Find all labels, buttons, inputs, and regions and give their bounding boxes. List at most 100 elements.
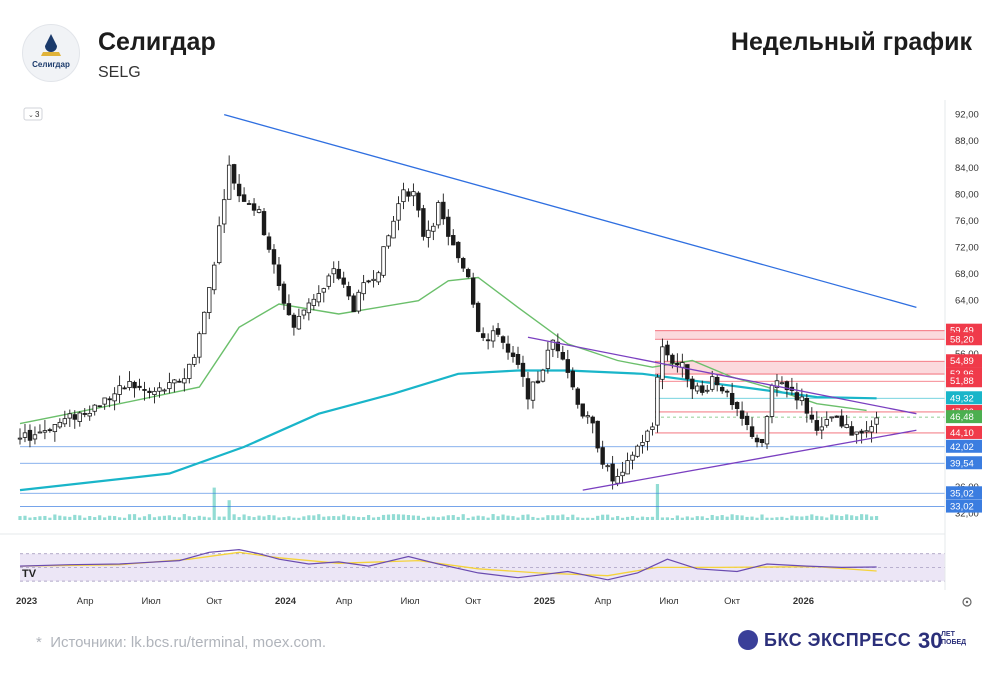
- volume-bar: [426, 516, 430, 520]
- candle-down: [784, 381, 790, 391]
- volume-bar: [317, 514, 321, 520]
- volume-bar: [152, 517, 157, 520]
- volume-bar: [421, 517, 425, 520]
- volume-bar: [312, 515, 316, 520]
- candle-down: [291, 314, 297, 328]
- candle-up: [799, 396, 805, 402]
- candle-down: [715, 376, 720, 386]
- volume-bar: [471, 516, 475, 520]
- volume-bar: [98, 515, 102, 520]
- volume-bar: [830, 514, 834, 520]
- candle-down: [690, 378, 695, 390]
- volume-bar: [611, 517, 615, 520]
- volume-bar: [541, 517, 545, 520]
- candle-down: [416, 192, 421, 211]
- company-name: Селигдар: [98, 28, 216, 56]
- volume-bar: [137, 517, 142, 520]
- candle-down: [834, 415, 839, 418]
- ma-cyan-line: [19, 369, 877, 492]
- volume-bar: [680, 517, 684, 520]
- candle-up: [192, 357, 197, 365]
- volume-bar: [725, 516, 729, 520]
- volume-bar: [237, 517, 241, 520]
- candle-up: [411, 191, 416, 197]
- volume-bar: [287, 516, 291, 520]
- price-level-badge: [946, 425, 982, 439]
- candle-down: [675, 362, 680, 366]
- brand-name: БКС ЭКСПРЕСС: [764, 630, 912, 650]
- candle-down: [510, 352, 516, 357]
- volume-bar: [710, 514, 714, 520]
- volume-bar: [660, 517, 665, 520]
- collapse-count: 3: [35, 110, 40, 119]
- volume-bar: [272, 515, 276, 520]
- candle-up: [864, 430, 869, 433]
- price-chart[interactable]: ⌄ 3 80,0050,5844,81 92,00 88,00 84,00 80,00…: [0, 100, 1000, 615]
- price-level-label: 44,10: [950, 428, 974, 439]
- volume-bar: [396, 514, 401, 520]
- volume-bar: [357, 516, 361, 520]
- candle-up: [57, 421, 63, 428]
- candle-up: [326, 275, 331, 287]
- price-level-label: 51,88: [950, 376, 974, 387]
- candle-down: [814, 420, 819, 431]
- candle-down: [72, 414, 77, 420]
- volume-bar: [620, 517, 625, 520]
- volume-bar: [546, 515, 550, 520]
- candle-up: [540, 369, 546, 382]
- time-tick-label: Апр: [336, 596, 353, 607]
- volume-bar: [825, 517, 829, 520]
- volume-bar: [212, 487, 216, 520]
- volume-bar: [416, 515, 420, 520]
- volume-bar: [386, 514, 391, 520]
- svg-text:TV: TV: [22, 568, 37, 580]
- volume-bar: [172, 516, 176, 520]
- volume-bar: [207, 517, 211, 520]
- time-tick-label: Июл: [659, 596, 678, 607]
- price-tick-label: 64,00: [955, 296, 979, 307]
- candle-up: [426, 229, 431, 238]
- collapse-button[interactable]: ⌄ 3: [23, 107, 43, 121]
- volume-bar: [531, 516, 535, 520]
- candle-up: [42, 430, 48, 433]
- volume-bar: [486, 517, 490, 520]
- volume-bar: [461, 514, 465, 520]
- volume-bar: [845, 514, 849, 520]
- candle-down: [685, 364, 690, 380]
- volume-bar: [635, 517, 640, 520]
- volume-bar: [431, 516, 435, 520]
- volume-bar: [267, 514, 271, 520]
- candle-down: [177, 380, 182, 383]
- volume-bar: [596, 515, 600, 520]
- candle-up: [824, 419, 829, 426]
- volume-bar: [616, 516, 620, 520]
- volume-bar: [142, 516, 147, 520]
- candle-up: [605, 465, 610, 468]
- candle-up: [874, 417, 879, 425]
- volume-bar: [441, 516, 445, 520]
- bcs-logo-icon: [738, 630, 758, 650]
- volume-bar: [556, 515, 560, 520]
- candle-down: [461, 258, 466, 269]
- volume-bar: [511, 516, 515, 520]
- price-level-label: 42,02: [950, 442, 974, 453]
- volume-bar: [18, 516, 22, 520]
- volume-bar: [217, 516, 221, 520]
- trendlines: [224, 114, 917, 491]
- candle-up: [316, 293, 321, 303]
- settings-icon[interactable]: [962, 597, 972, 607]
- volume-bar: [371, 517, 376, 520]
- volume-bar: [785, 517, 789, 520]
- volume-bar: [840, 516, 844, 520]
- candle-up: [32, 434, 38, 440]
- candle-up: [37, 431, 43, 434]
- volume-bar: [571, 514, 575, 520]
- price-level-badge: [946, 354, 982, 368]
- trendline: [527, 336, 917, 415]
- candle-down: [47, 429, 53, 432]
- volume-bar: [601, 514, 605, 520]
- brand-sub-line2: ПОБЕД: [941, 639, 967, 646]
- volume-bar: [202, 516, 206, 520]
- price-tick-label: 80,00: [955, 189, 979, 200]
- candle-down: [470, 277, 476, 305]
